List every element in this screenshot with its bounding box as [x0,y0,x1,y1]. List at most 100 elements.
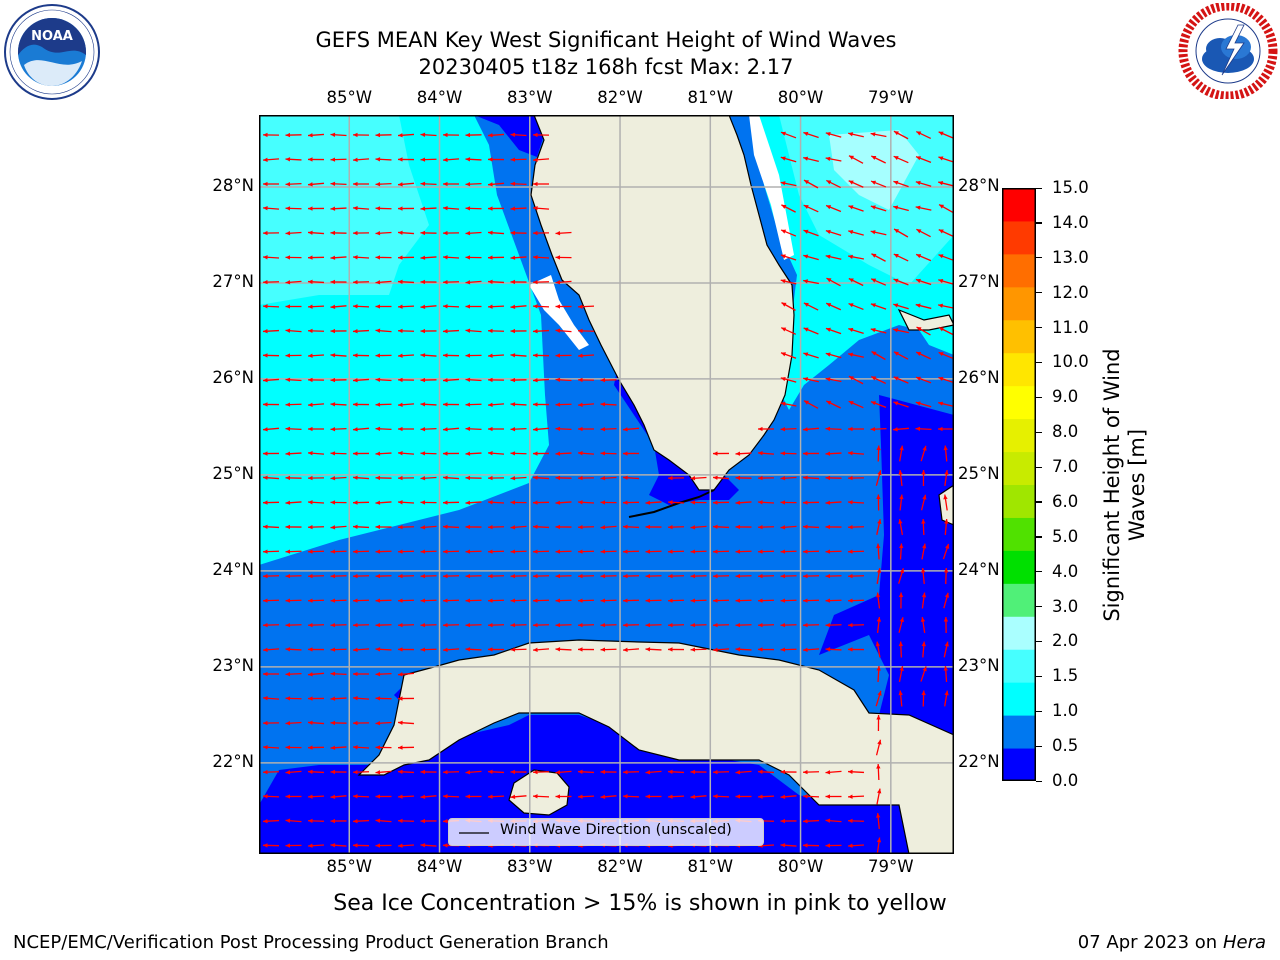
wave-direction-arrowhead [758,598,763,603]
wave-direction-arrowhead [870,132,876,137]
wave-direction-arrowhead [285,598,291,603]
wave-direction-arrowhead [893,254,899,258]
wave-direction-arrowhead [263,255,268,260]
colorbar-cell [1002,550,1036,584]
wave-direction-arrowhead [893,376,899,381]
wave-direction-arrowhead [920,617,926,622]
wave-direction-arrowhead [330,671,336,677]
wave-direction-arrowhead [803,427,808,432]
wave-direction-arrowhead [876,666,881,671]
wave-direction-arrowhead [488,377,493,383]
wave-direction-arrowhead [420,598,426,603]
wave-direction-arrowhead [285,377,291,382]
lat-tick-right-label: 24°N [958,559,1000,579]
wave-direction-arrowhead [330,794,336,799]
wave-direction-arrowhead [781,327,787,332]
wave-direction-arrowhead [916,131,922,136]
wave-direction-arrowhead [353,598,358,603]
wave-direction-arrowhead [848,278,854,283]
wave-direction-arrowhead [263,206,268,211]
wave-direction-arrowhead [443,132,448,138]
wave-direction-arrowhead [915,401,921,406]
wave-direction-arrowhead [443,255,448,260]
wave-direction-arrowhead [938,401,944,406]
wave-direction-arrowhead [943,494,948,500]
wave-direction-arrowhead [285,132,291,138]
wave-direction-arrowhead [330,696,336,701]
wave-direction-arrowhead [600,377,606,383]
wave-direction-arrowhead [578,402,583,407]
wave-direction-arrowhead [308,622,313,628]
wave-direction-arrowhead [758,426,763,432]
wave-direction-arrowhead [263,794,268,799]
wave-direction-arrowhead [398,230,403,235]
wave-direction-arrowhead [353,255,358,260]
wave-direction-arrowhead [465,475,471,481]
wave-direction-arrowhead [308,818,313,824]
wave-direction-arrowhead [420,525,426,530]
wave-direction-arrowhead [533,647,538,652]
wave-direction-arrowhead [353,427,358,432]
wave-direction-arrowhead [420,157,426,162]
wave-direction-arrowhead [555,231,561,236]
wave-direction-arrowhead [780,352,786,357]
wave-direction-arrowhead [510,500,516,505]
colorbar-cell [1002,649,1036,683]
wave-direction-arrowhead [263,500,268,505]
wave-direction-arrowhead [308,598,313,603]
wave-direction-arrowhead [735,524,741,530]
wave-direction-arrowhead [578,769,583,774]
wave-direction-arrowhead [623,769,628,775]
wave-direction-arrowhead [555,304,561,309]
wave-direction-arrowhead [510,525,516,530]
noaa-logo-text: NOAA [31,29,73,44]
wave-direction-arrowhead [510,451,516,456]
wave-direction-arrowhead [781,302,787,307]
wave-direction-arrowhead [398,720,403,725]
wave-direction-arrowhead [263,843,268,848]
wave-direction-arrowhead [510,132,516,137]
wave-direction-arrowhead [263,598,268,603]
wave-direction-arrowhead [533,206,538,211]
wave-direction-arrowhead [848,303,854,308]
wave-direction-arrowhead [510,769,516,775]
wave-direction-arrowhead [848,180,854,185]
wave-direction-arrowhead [510,794,516,799]
wave-direction-arrowhead [555,255,561,260]
wave-direction-arrowhead [825,254,831,259]
wave-direction-arrowhead [308,672,313,677]
wave-direction-arrowhead [876,715,881,720]
wave-direction-arrowhead [899,617,904,623]
wave-direction-arrowhead [465,132,471,138]
wave-direction-arrowhead [877,519,882,525]
wave-direction-arrowhead [578,573,583,579]
wave-direction-arrowhead [510,255,516,260]
wave-direction-arrowhead [668,647,673,652]
wave-direction-arrowhead [488,524,493,530]
wave-direction-arrowhead [465,157,471,162]
wave-direction-arrowhead [443,622,448,628]
colorbar-tick-label: 1.0 [1052,701,1079,721]
wave-direction-arrowhead [285,426,291,432]
wave-direction-arrowhead [916,254,922,259]
wave-direction-arrowhead [308,133,313,138]
wave-direction-arrowhead [375,426,381,432]
wave-direction-arrowhead [848,769,853,774]
colorbar-title: Significant Height of Wind Waves [m] [1100,348,1149,622]
wave-direction-arrowhead [285,818,291,823]
wave-direction-arrowhead [308,500,313,505]
wave-direction-arrowhead [938,229,944,234]
wave-direction-arrowhead [510,353,516,358]
wave-direction-arrowhead [285,231,291,236]
wave-direction-arrowhead [398,133,403,138]
wave-direction-arrowhead [443,843,448,848]
lat-tick-left-label: 23°N [212,655,254,675]
wave-direction-arrowhead [308,745,313,750]
wave-direction-arrowhead [308,230,313,235]
wave-direction-arrowhead [308,696,313,701]
florida-land [530,115,795,491]
wave-direction-arrowhead [263,769,268,775]
lon-tick-bottom-label: 79°W [868,857,914,876]
wave-direction-arrowhead [353,622,358,628]
wave-direction-arrowhead [375,647,381,652]
